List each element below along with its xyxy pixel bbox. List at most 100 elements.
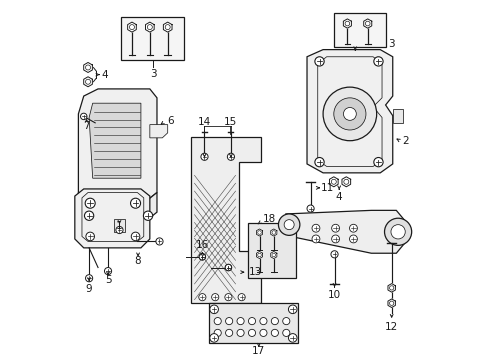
Polygon shape	[306, 50, 392, 173]
Polygon shape	[149, 125, 167, 138]
Circle shape	[278, 214, 299, 235]
Text: 17: 17	[252, 346, 265, 356]
Polygon shape	[78, 89, 157, 200]
Circle shape	[209, 334, 218, 342]
Circle shape	[288, 334, 296, 342]
Circle shape	[209, 305, 218, 314]
Text: 8: 8	[135, 256, 141, 266]
Polygon shape	[387, 284, 395, 292]
Polygon shape	[392, 109, 403, 123]
Circle shape	[224, 294, 231, 301]
Circle shape	[84, 211, 94, 220]
Circle shape	[314, 57, 324, 66]
Polygon shape	[190, 137, 260, 303]
Bar	[121, 18, 183, 60]
Circle shape	[201, 153, 207, 160]
Circle shape	[214, 329, 221, 337]
Circle shape	[211, 294, 218, 301]
Circle shape	[81, 113, 87, 120]
Circle shape	[248, 329, 255, 337]
Circle shape	[323, 87, 376, 141]
Circle shape	[225, 318, 232, 325]
Polygon shape	[127, 22, 136, 32]
Circle shape	[156, 238, 163, 245]
Polygon shape	[163, 22, 172, 32]
Circle shape	[333, 98, 365, 130]
Text: 13: 13	[248, 267, 262, 277]
Circle shape	[331, 224, 339, 232]
Text: 12: 12	[384, 322, 398, 332]
Polygon shape	[83, 63, 92, 72]
Polygon shape	[329, 177, 337, 187]
Circle shape	[282, 318, 289, 325]
Circle shape	[390, 225, 405, 239]
Text: 6: 6	[167, 116, 174, 126]
Circle shape	[282, 329, 289, 337]
Circle shape	[259, 329, 266, 337]
Bar	[247, 223, 296, 278]
Polygon shape	[145, 22, 154, 32]
Polygon shape	[363, 19, 371, 28]
Text: 16: 16	[195, 240, 208, 250]
Circle shape	[225, 264, 231, 271]
Text: 7: 7	[83, 121, 90, 131]
Circle shape	[271, 318, 278, 325]
Circle shape	[130, 198, 140, 208]
Circle shape	[131, 232, 140, 241]
Polygon shape	[256, 229, 262, 236]
Circle shape	[330, 251, 337, 258]
Circle shape	[214, 318, 221, 325]
Circle shape	[343, 108, 356, 120]
Circle shape	[259, 318, 266, 325]
Text: 1: 1	[116, 221, 122, 231]
Circle shape	[373, 157, 382, 167]
Circle shape	[199, 253, 205, 260]
Circle shape	[373, 57, 382, 66]
Text: 18: 18	[263, 214, 276, 224]
Text: 4: 4	[335, 192, 342, 202]
Circle shape	[306, 205, 313, 212]
Circle shape	[384, 218, 411, 246]
Text: 10: 10	[327, 290, 341, 300]
Circle shape	[349, 224, 357, 232]
Polygon shape	[208, 303, 298, 342]
Circle shape	[104, 267, 111, 275]
Polygon shape	[75, 189, 149, 248]
Circle shape	[116, 226, 123, 234]
Text: 5: 5	[104, 275, 111, 285]
Circle shape	[311, 235, 319, 243]
Circle shape	[314, 157, 324, 167]
Polygon shape	[256, 251, 262, 258]
Text: 2: 2	[402, 136, 408, 147]
Polygon shape	[270, 229, 276, 236]
Text: 14: 14	[198, 117, 211, 127]
Polygon shape	[114, 219, 124, 232]
Circle shape	[311, 224, 319, 232]
Polygon shape	[83, 77, 92, 87]
Circle shape	[248, 318, 255, 325]
Circle shape	[284, 220, 294, 230]
Polygon shape	[343, 19, 351, 28]
Circle shape	[271, 329, 278, 337]
Circle shape	[199, 253, 205, 260]
Circle shape	[143, 211, 152, 220]
Text: 4: 4	[102, 69, 108, 80]
Circle shape	[331, 235, 339, 243]
Text: 3: 3	[150, 68, 156, 78]
Polygon shape	[387, 299, 395, 307]
Circle shape	[349, 235, 357, 243]
Circle shape	[237, 318, 244, 325]
Circle shape	[86, 232, 94, 241]
Text: 3: 3	[387, 39, 394, 49]
Text: 11: 11	[321, 183, 334, 193]
Text: 15: 15	[224, 117, 237, 127]
Polygon shape	[89, 103, 141, 178]
Circle shape	[227, 153, 234, 160]
Circle shape	[238, 294, 244, 301]
Polygon shape	[285, 210, 405, 253]
Polygon shape	[341, 177, 350, 187]
Bar	[333, 13, 385, 47]
Text: 9: 9	[85, 284, 92, 294]
Circle shape	[225, 264, 231, 271]
Circle shape	[85, 198, 95, 208]
